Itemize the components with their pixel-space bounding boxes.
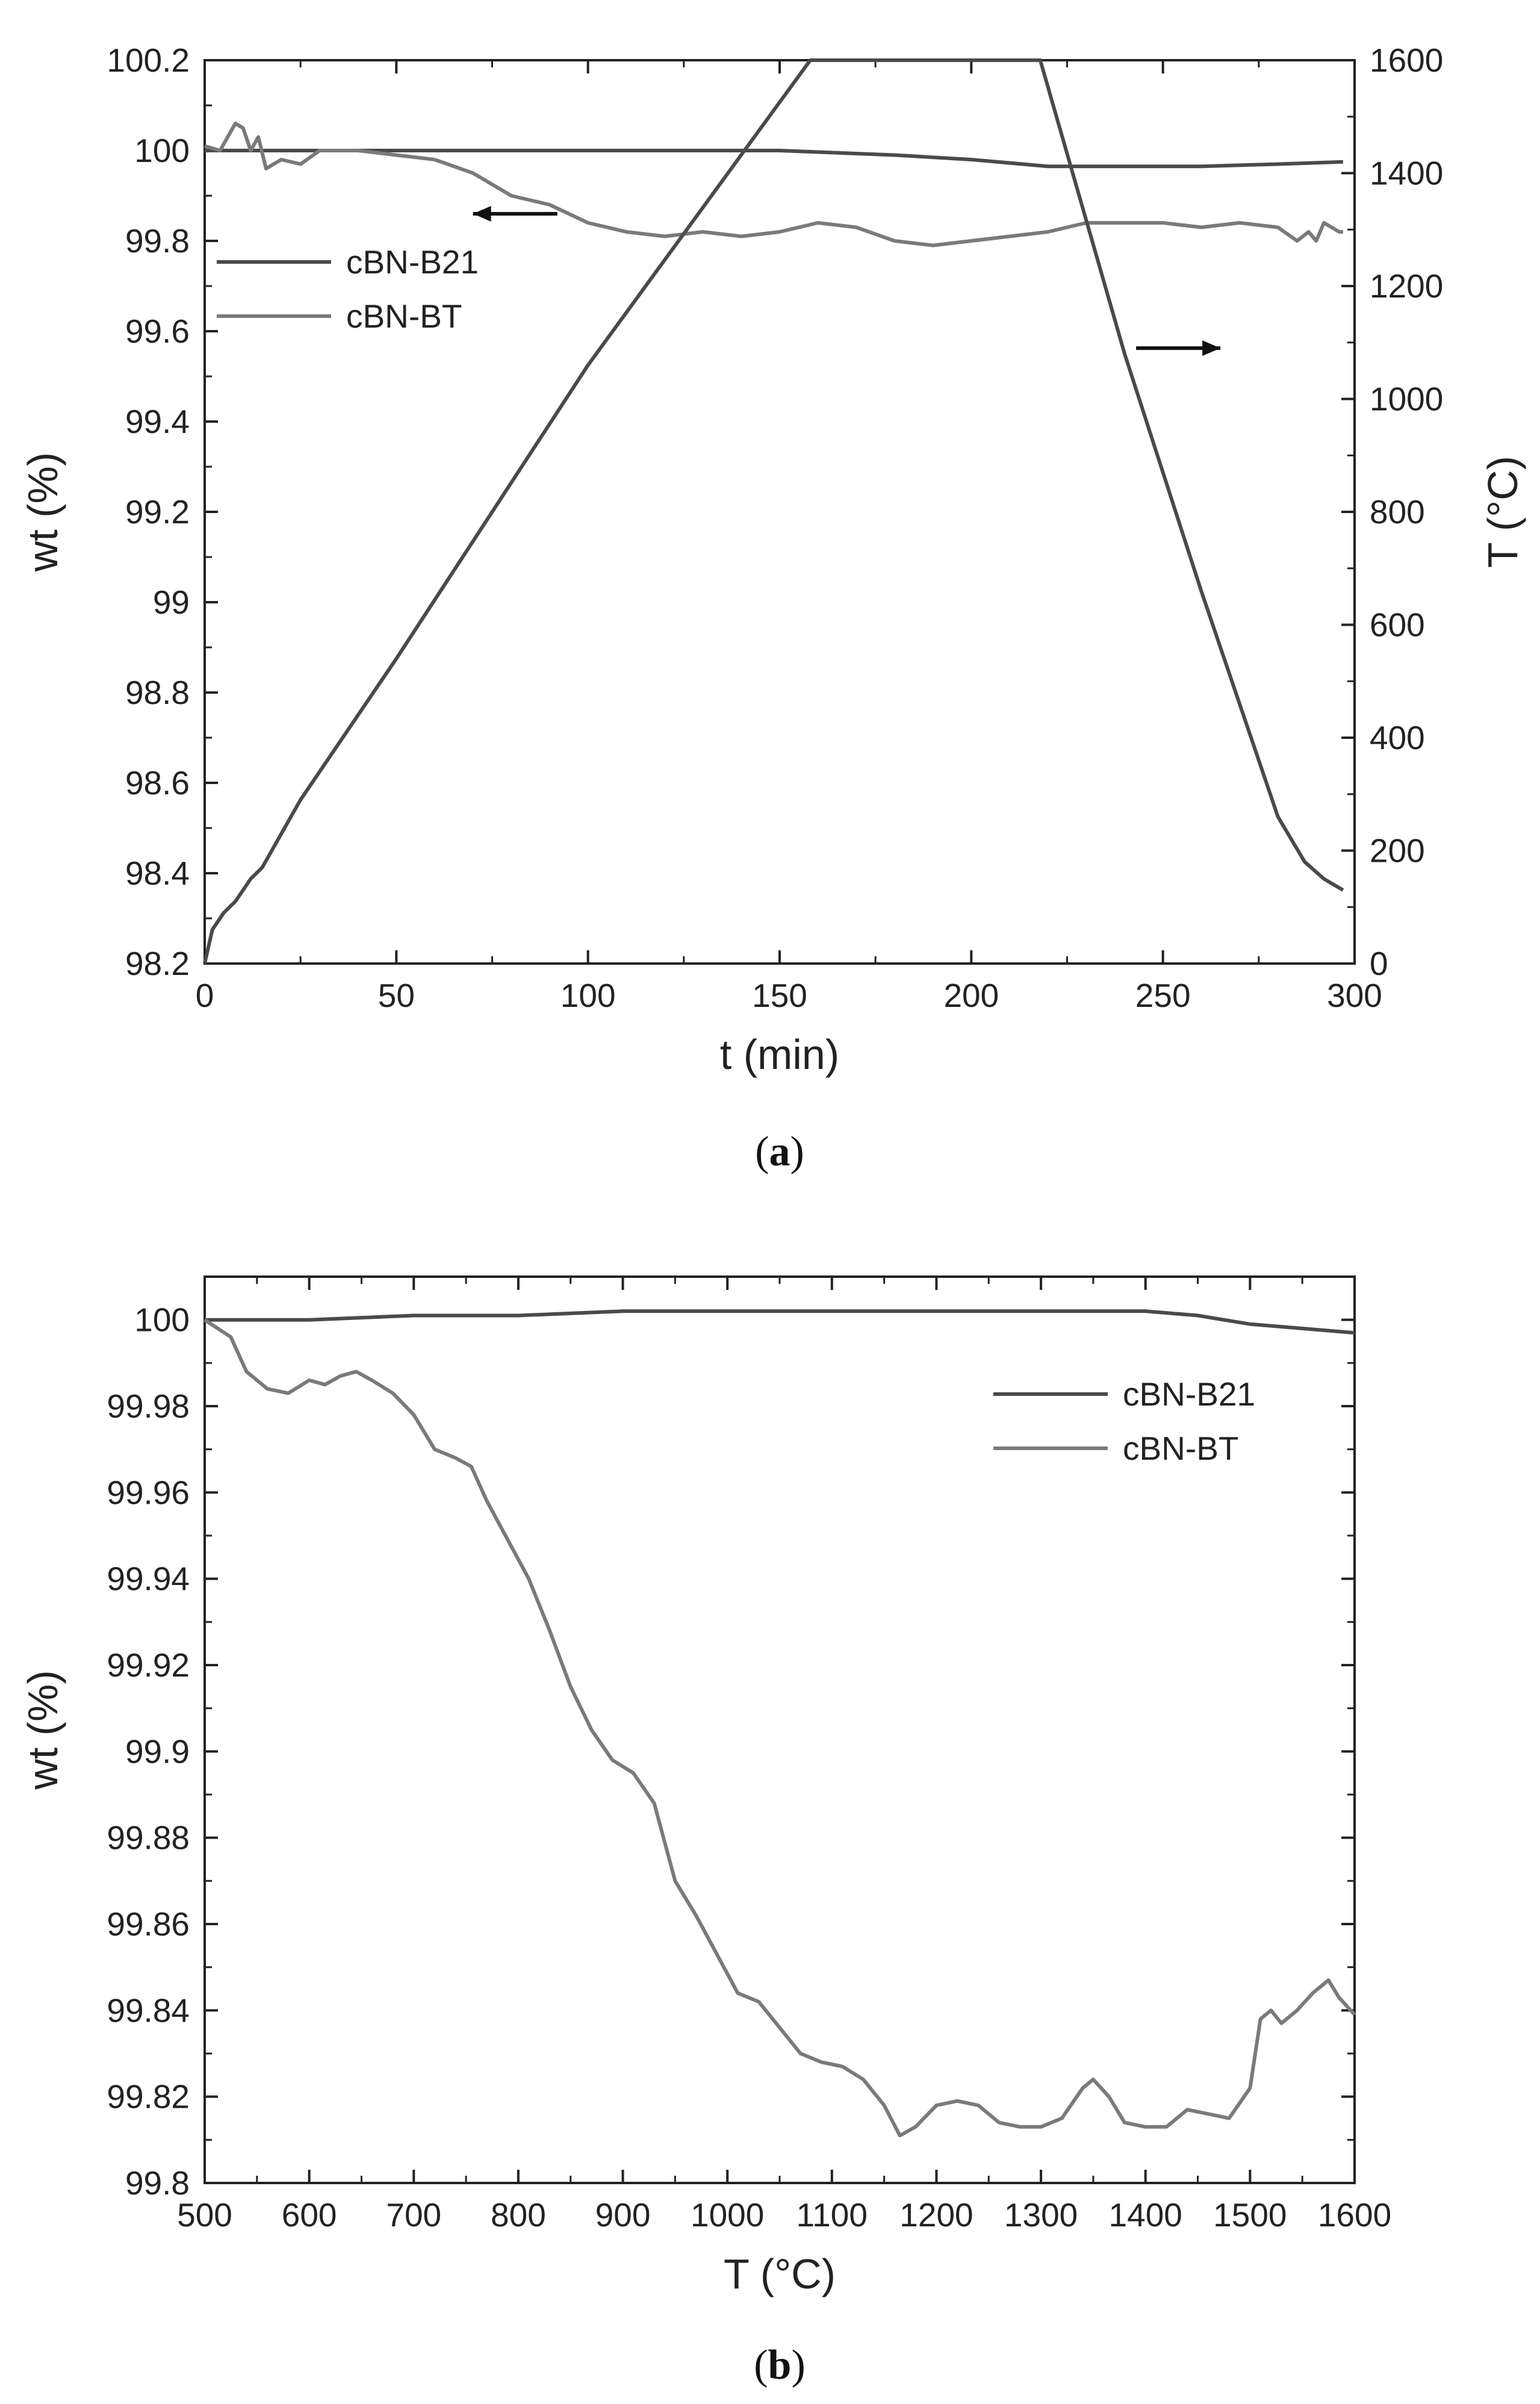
y2-tick-label: 200 [1370,832,1425,870]
y2-tick-label: 600 [1370,606,1425,644]
y-tick-label: 98.2 [125,945,190,982]
y-tick-label: 99.88 [107,1819,190,1857]
y2-tick-label: 400 [1370,719,1425,756]
x-tick-label: 1200 [899,2196,973,2234]
chart-a: 0 50 100 150 200 250 300 98.2 98.4 98.6 98.8 99 99.2… [19,42,1526,1175]
x-tick-label: 900 [595,2196,651,2234]
x-tick-label: 200 [943,977,999,1014]
y-axis-title: wt (%) [19,1670,66,1790]
x-axis-title: T (°C) [724,2250,836,2297]
chart-b: 500 600 700 800 900 1000 1100 1200 1300 1400 1500 1… [19,1275,1391,2388]
y-tick-label: 99.4 [125,403,190,440]
y-tick-label: 99 [153,584,190,621]
plot-frame [203,59,1356,965]
x-tick-label: 1600 [1318,2196,1391,2234]
series-line-cbn-b21 [205,1309,1355,1335]
y2-axis-title: T (°C) [1479,456,1526,568]
x-tick-label: 1500 [1213,2196,1287,2234]
legend-label: cBN-BT [1123,1430,1239,1467]
figure-caption: (b) [754,2342,806,2388]
x-tick-label: 700 [386,2196,441,2234]
series-line-cbn-bt [204,122,1343,248]
y-tick-label: 99.82 [107,2078,190,2116]
y-tick-label: 99.2 [125,493,190,531]
x-tick-label: 0 [196,977,214,1014]
y-tick-label: 99.8 [125,222,190,260]
y-tick-label: 99.98 [107,1387,190,1425]
legend-label: cBN-B21 [346,243,479,281]
x-tick-label: 1000 [691,2196,764,2234]
y-tick-label: 99.6 [125,313,190,350]
arrow-left-head [473,206,491,222]
y-tick-label: 98.6 [125,764,190,802]
series-line-cbn-bt [203,1318,1356,2138]
y-axis-title: wt (%) [19,452,66,572]
y-tick-label: 100 [134,1301,190,1339]
x-tick-label: 150 [752,977,807,1014]
y2-tick-label: 1400 [1370,155,1443,192]
y-tick-label: 99.9 [125,1733,190,1770]
y-tick-label: 98.4 [125,855,190,892]
y-tick-label: 99.96 [107,1474,190,1511]
y2-tick-label: 1200 [1370,267,1443,305]
y-tick-label: 99.84 [107,1991,190,2029]
x-tick-label: 100 [560,977,616,1014]
legend-label: cBN-BT [346,297,462,335]
y-tick-label: 100.2 [107,42,190,79]
x-tick-label: 250 [1135,977,1191,1014]
x-axis-title: t (min) [720,1031,839,1078]
y-tick-label: 100 [134,132,190,169]
y-tick-label: 99.8 [125,2164,190,2202]
y-tick-label: 99.86 [107,1905,190,1943]
y-tick-label: 99.94 [107,1560,190,1598]
series-line-temperature [203,58,1344,964]
y2-tick-label: 0 [1370,945,1388,982]
x-tick-label: 500 [177,2196,232,2234]
y2-tick-label: 800 [1370,493,1425,531]
y2-tick-label: 1600 [1370,42,1443,79]
x-tick-label: 50 [378,977,415,1014]
x-tick-label: 600 [282,2196,337,2234]
x-tick-label: 1400 [1109,2196,1182,2234]
x-tick-label: 1300 [1004,2196,1078,2234]
legend-label: cBN-B21 [1123,1375,1255,1413]
y-tick-label: 98.8 [125,674,190,711]
x-tick-label: 800 [491,2196,546,2234]
x-tick-label: 1100 [796,2196,868,2234]
y2-tick-label: 1000 [1370,381,1443,418]
y-tick-label: 99.92 [107,1646,190,1684]
x-tick-label: 300 [1327,977,1382,1014]
figure-caption: (a) [755,1129,804,1175]
arrow-right-head [1202,340,1221,357]
